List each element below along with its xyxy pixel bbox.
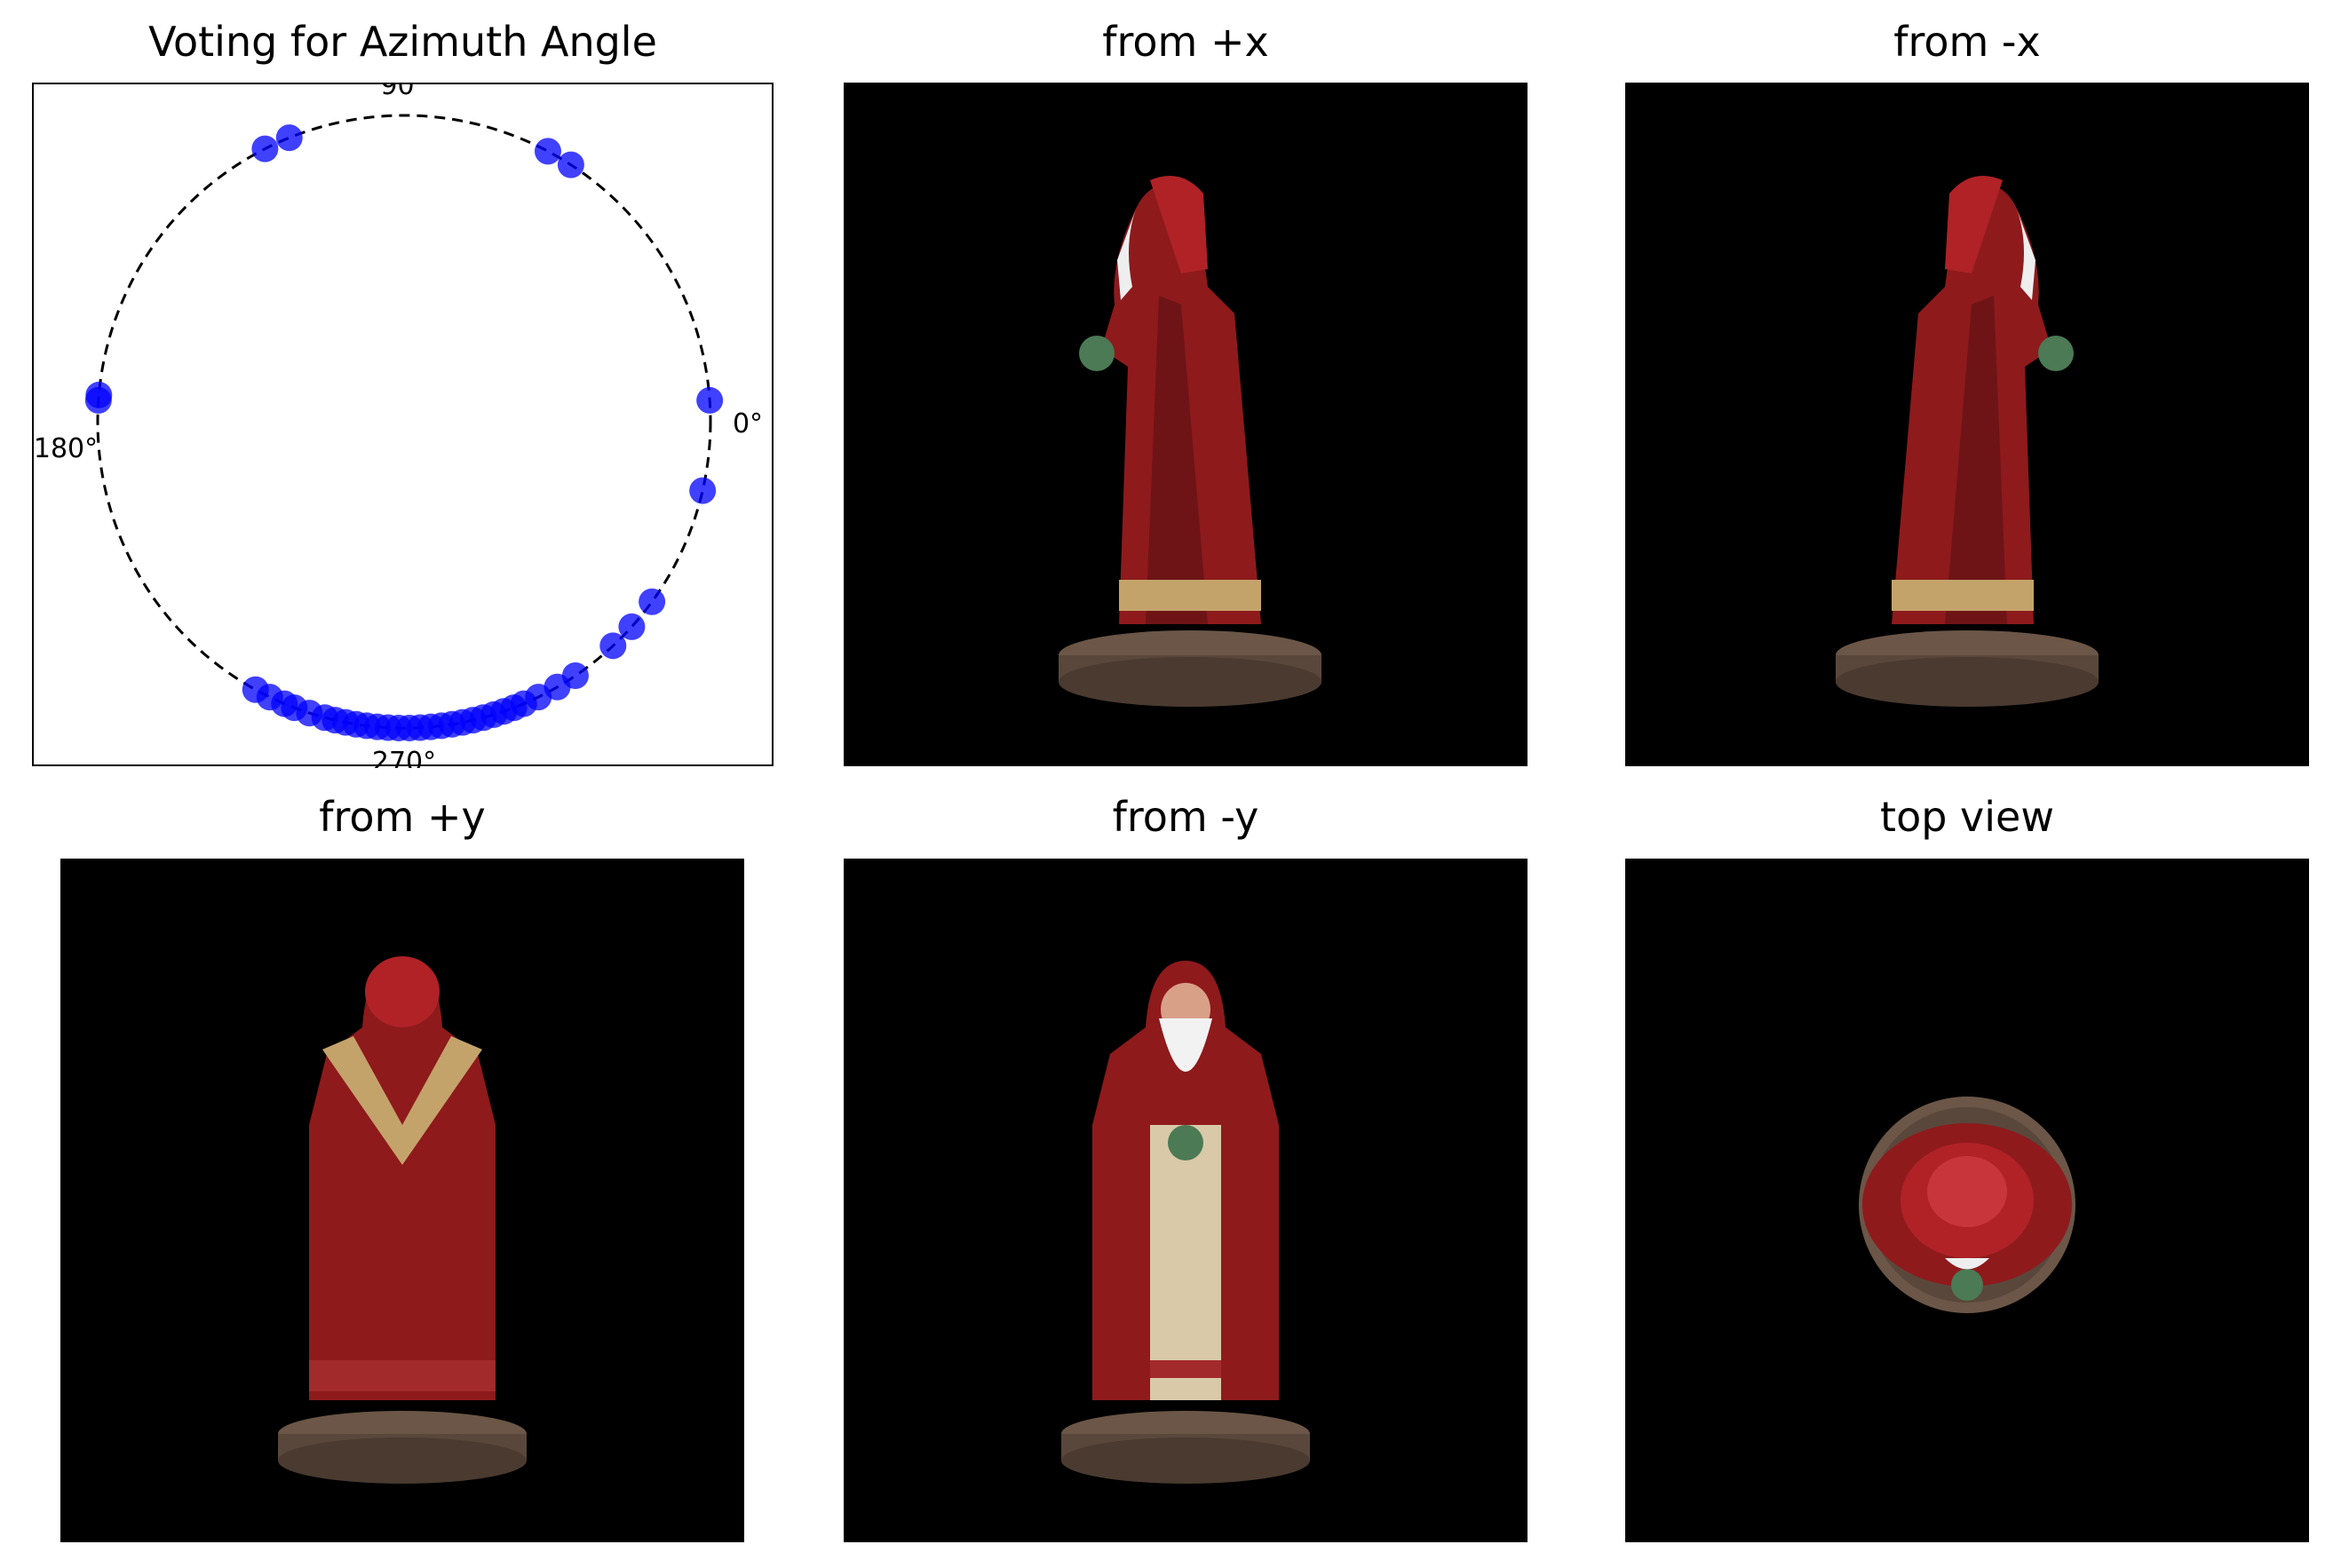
angle-label: 180° — [34, 433, 98, 464]
view-title-plus-y: from +y — [319, 793, 486, 841]
figurine-back-image — [278, 956, 527, 1484]
render-from-minus-y — [844, 859, 1528, 1542]
vote-point — [534, 138, 561, 165]
angle-label: 90° — [380, 84, 427, 101]
figurine-side-right-image — [1059, 176, 1321, 707]
render-from-plus-y — [60, 859, 744, 1542]
vote-point — [639, 588, 666, 615]
vote-point — [689, 477, 717, 504]
view-title-plus-x: from +x — [1102, 18, 1269, 66]
vote-point — [599, 632, 627, 660]
azimuth-voting-plot: 0° 90° 180° 270° — [32, 83, 774, 768]
vote-point — [275, 124, 303, 152]
vote-point — [84, 386, 112, 414]
figurine-top-image — [1859, 1097, 2075, 1313]
chart-title: Voting for Azimuth Angle — [148, 18, 657, 66]
angle-label: 270° — [372, 747, 436, 768]
figurine-side-left-image — [1836, 176, 2099, 707]
render-from-minus-x — [1625, 83, 2309, 766]
vote-point — [251, 135, 279, 162]
figurine-front-image — [1061, 961, 1310, 1484]
vote-point — [242, 676, 269, 703]
view-title-top: top view — [1880, 793, 2054, 841]
azimuth-voting-svg: 0° 90° 180° 270° — [34, 84, 763, 768]
view-title-minus-x: from -x — [1893, 18, 2041, 66]
vote-point — [696, 386, 724, 414]
vote-point — [557, 151, 584, 178]
render-from-plus-x — [844, 83, 1528, 766]
render-top-view — [1625, 859, 2309, 1542]
vote-point — [618, 613, 646, 640]
view-title-minus-y: from -y — [1112, 793, 1259, 841]
angle-label: 0° — [733, 408, 763, 440]
